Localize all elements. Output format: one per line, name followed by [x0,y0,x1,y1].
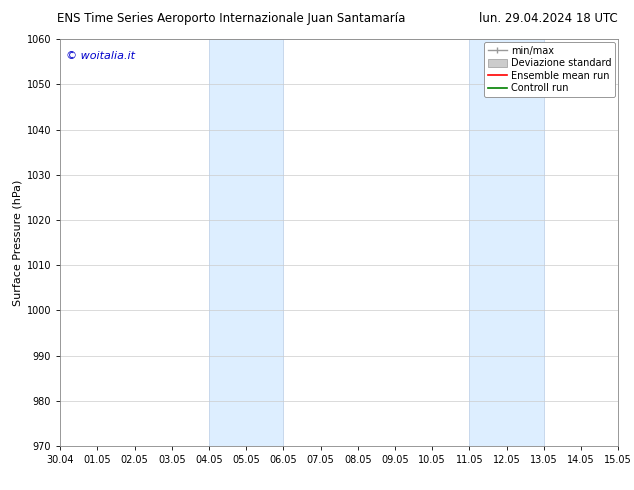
Text: lun. 29.04.2024 18 UTC: lun. 29.04.2024 18 UTC [479,12,618,25]
Text: © woitalia.it: © woitalia.it [66,51,135,61]
Bar [209,39,283,446]
Text: ENS Time Series Aeroporto Internazionale Juan Santamaría: ENS Time Series Aeroporto Internazionale… [57,12,405,25]
Y-axis label: Surface Pressure (hPa): Surface Pressure (hPa) [13,179,22,306]
Legend: min/max, Deviazione standard, Ensemble mean run, Controll run: min/max, Deviazione standard, Ensemble m… [484,42,615,97]
Bar [469,39,544,446]
